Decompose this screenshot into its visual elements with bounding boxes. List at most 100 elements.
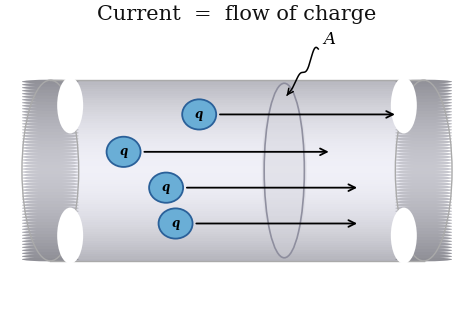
Ellipse shape bbox=[395, 98, 452, 102]
Ellipse shape bbox=[22, 152, 79, 156]
Ellipse shape bbox=[22, 125, 79, 129]
Ellipse shape bbox=[395, 197, 452, 201]
Bar bbox=[62, 217, 412, 220]
Ellipse shape bbox=[395, 152, 452, 156]
Bar bbox=[62, 138, 412, 141]
Ellipse shape bbox=[22, 179, 79, 183]
Ellipse shape bbox=[57, 208, 83, 264]
Ellipse shape bbox=[22, 209, 79, 213]
Bar bbox=[62, 197, 412, 200]
Bar bbox=[62, 136, 412, 139]
Ellipse shape bbox=[395, 254, 452, 258]
Ellipse shape bbox=[395, 137, 452, 141]
Ellipse shape bbox=[149, 172, 183, 203]
Bar bbox=[62, 129, 412, 132]
Bar bbox=[62, 120, 412, 123]
Bar bbox=[62, 242, 412, 245]
Bar bbox=[62, 174, 412, 177]
Ellipse shape bbox=[22, 107, 79, 111]
Ellipse shape bbox=[22, 95, 79, 99]
Ellipse shape bbox=[22, 185, 79, 189]
Text: Current  =  flow of charge: Current = flow of charge bbox=[97, 5, 377, 24]
Ellipse shape bbox=[395, 89, 452, 93]
Ellipse shape bbox=[182, 99, 216, 130]
Ellipse shape bbox=[22, 149, 79, 153]
Ellipse shape bbox=[395, 191, 452, 195]
Bar bbox=[62, 251, 412, 254]
Ellipse shape bbox=[22, 167, 79, 171]
Ellipse shape bbox=[22, 143, 79, 147]
Ellipse shape bbox=[22, 194, 79, 198]
Bar bbox=[62, 256, 412, 259]
Bar bbox=[62, 154, 412, 157]
Text: q: q bbox=[172, 217, 180, 230]
Bar bbox=[62, 143, 412, 146]
Ellipse shape bbox=[395, 101, 452, 105]
Ellipse shape bbox=[395, 249, 452, 252]
Ellipse shape bbox=[22, 251, 79, 255]
Bar bbox=[62, 224, 412, 227]
Ellipse shape bbox=[22, 191, 79, 195]
Ellipse shape bbox=[22, 86, 79, 90]
Text: q: q bbox=[119, 145, 128, 158]
Ellipse shape bbox=[395, 149, 452, 153]
Bar bbox=[62, 211, 412, 213]
Ellipse shape bbox=[395, 113, 452, 117]
Bar bbox=[62, 147, 412, 150]
Bar bbox=[62, 102, 412, 105]
Bar bbox=[62, 163, 412, 166]
Ellipse shape bbox=[57, 77, 83, 133]
Bar bbox=[62, 82, 412, 85]
Ellipse shape bbox=[395, 215, 452, 219]
Bar bbox=[62, 179, 412, 182]
Bar bbox=[62, 238, 412, 241]
Bar bbox=[62, 249, 412, 252]
Ellipse shape bbox=[395, 146, 452, 150]
Ellipse shape bbox=[22, 257, 79, 261]
Bar bbox=[62, 186, 412, 189]
Ellipse shape bbox=[395, 131, 452, 135]
Bar bbox=[62, 127, 412, 130]
Ellipse shape bbox=[395, 230, 452, 234]
Bar bbox=[62, 226, 412, 229]
Ellipse shape bbox=[22, 188, 79, 192]
Bar bbox=[62, 235, 412, 238]
Bar bbox=[62, 244, 412, 247]
Ellipse shape bbox=[395, 110, 452, 114]
Bar bbox=[62, 156, 412, 159]
Bar bbox=[62, 134, 412, 137]
Ellipse shape bbox=[22, 224, 79, 228]
Ellipse shape bbox=[395, 218, 452, 222]
Ellipse shape bbox=[395, 143, 452, 147]
Ellipse shape bbox=[22, 164, 79, 168]
Ellipse shape bbox=[22, 101, 79, 105]
Ellipse shape bbox=[395, 209, 452, 213]
Ellipse shape bbox=[395, 140, 452, 144]
Bar bbox=[62, 116, 412, 119]
Ellipse shape bbox=[22, 254, 79, 258]
Bar bbox=[62, 100, 412, 103]
Bar bbox=[62, 247, 412, 249]
Bar bbox=[62, 220, 412, 223]
Bar bbox=[62, 213, 412, 216]
Bar bbox=[62, 202, 412, 204]
Ellipse shape bbox=[395, 86, 452, 90]
Ellipse shape bbox=[395, 251, 452, 255]
Ellipse shape bbox=[22, 158, 79, 162]
Ellipse shape bbox=[22, 122, 79, 126]
Ellipse shape bbox=[395, 203, 452, 207]
Ellipse shape bbox=[395, 227, 452, 231]
Bar bbox=[62, 177, 412, 180]
Bar bbox=[62, 113, 412, 116]
Ellipse shape bbox=[395, 224, 452, 228]
Ellipse shape bbox=[395, 206, 452, 210]
Ellipse shape bbox=[395, 188, 452, 192]
Ellipse shape bbox=[22, 206, 79, 210]
Bar bbox=[62, 228, 412, 232]
Ellipse shape bbox=[395, 242, 452, 246]
Ellipse shape bbox=[22, 161, 79, 165]
Bar bbox=[62, 86, 412, 89]
Bar bbox=[62, 168, 412, 171]
Bar bbox=[62, 125, 412, 128]
Ellipse shape bbox=[22, 233, 79, 237]
